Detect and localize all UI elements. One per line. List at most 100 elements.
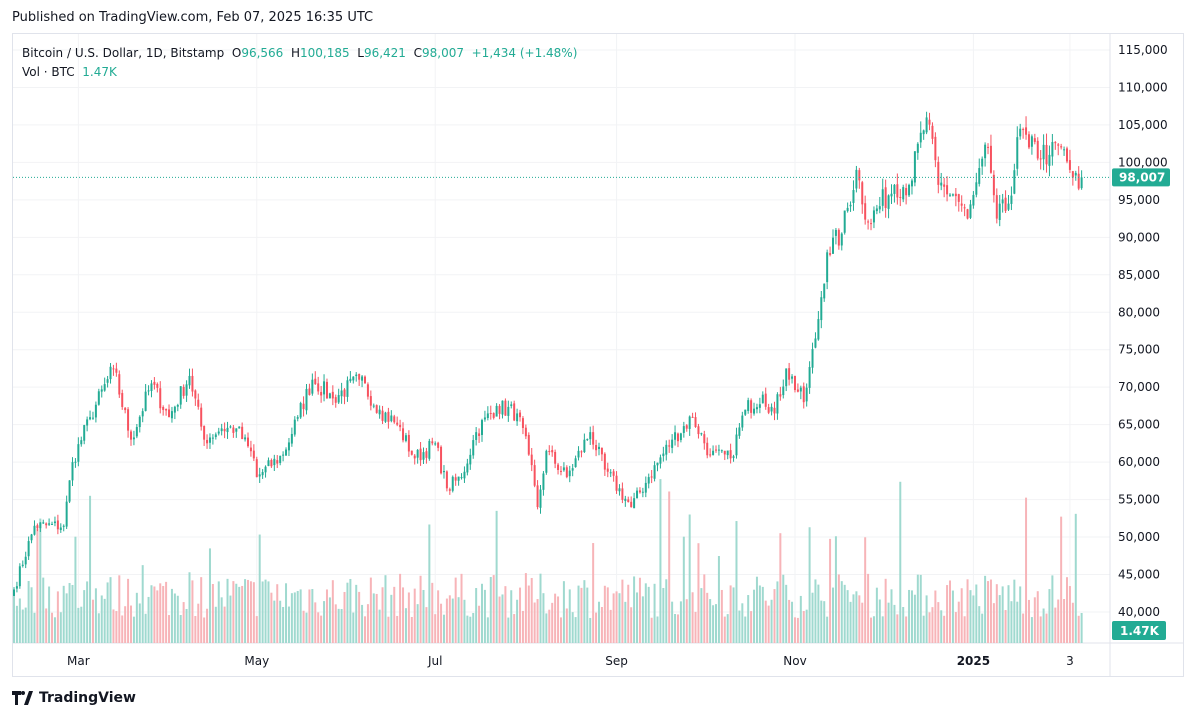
volume-bar	[299, 589, 302, 643]
symbol-name[interactable]: Bitcoin / U.S. Dollar, 1D, Bitstamp	[22, 46, 225, 60]
volume-bar	[273, 600, 276, 643]
volume-bar	[571, 612, 574, 643]
volume-bar	[454, 577, 457, 643]
candle-body	[668, 445, 671, 447]
time-tick-label: Sep	[605, 654, 628, 668]
volume-bar	[226, 578, 229, 643]
volume-bar	[1066, 577, 1068, 643]
candle-body	[890, 193, 893, 197]
time-tick-label: 3	[1066, 654, 1074, 668]
candle-body	[249, 447, 252, 452]
volume-bar	[843, 584, 846, 643]
volume-bar	[194, 616, 197, 643]
candle-body	[674, 432, 677, 440]
candle-body	[504, 400, 507, 416]
tradingview-logo[interactable]: TradingView	[12, 690, 136, 706]
chart-frame[interactable]	[12, 33, 1184, 677]
candle-body	[481, 420, 483, 435]
volume-bar	[562, 581, 565, 643]
candle-body	[463, 471, 466, 479]
candle-body	[744, 409, 747, 415]
candle-body	[867, 221, 870, 223]
candle-body	[791, 376, 794, 379]
candle-body	[925, 117, 928, 133]
volume-bar	[112, 609, 115, 643]
volume-bar	[422, 589, 425, 643]
volume-bar	[1068, 586, 1071, 643]
volume-bar	[849, 601, 852, 643]
volume-bar	[419, 575, 422, 643]
candle-body	[1051, 141, 1054, 157]
candle-body	[1071, 171, 1074, 178]
volume-bar	[682, 536, 685, 643]
volume-bar	[574, 617, 577, 643]
volume-bar	[717, 556, 720, 643]
candle-body	[235, 428, 238, 432]
volume-bar	[393, 586, 396, 643]
candle-body	[489, 413, 492, 415]
volume-bar	[320, 615, 323, 643]
candle-body	[726, 450, 729, 456]
volume-bar	[609, 609, 612, 643]
candle-body	[483, 417, 486, 420]
candle-body	[779, 394, 782, 397]
volume-bar	[559, 617, 562, 643]
low-value: 96,421	[363, 46, 406, 60]
candle-body	[399, 424, 402, 428]
candle-body	[644, 482, 647, 493]
candle-body	[206, 439, 209, 444]
candle-body	[709, 454, 712, 456]
candle-body	[615, 475, 618, 491]
volume-bar	[45, 608, 48, 643]
volume-bar	[267, 581, 270, 643]
candle-body	[366, 384, 369, 397]
volume-bar	[1051, 575, 1054, 643]
candle-body	[24, 556, 27, 565]
volume-bar	[521, 610, 524, 643]
volume-bar	[94, 588, 97, 643]
volume-bar	[384, 575, 387, 643]
candle-body	[425, 451, 428, 458]
volume-bar	[747, 595, 750, 643]
volume-bar	[21, 609, 24, 643]
candle-body	[472, 440, 475, 456]
candle-body	[811, 349, 814, 368]
candle-body	[855, 169, 858, 189]
volume-bar	[791, 601, 794, 643]
volume-bar	[179, 615, 182, 643]
volume-bar	[589, 617, 592, 643]
volume-bar	[372, 593, 375, 643]
volume-bar	[998, 595, 1001, 643]
volume-bar	[922, 615, 925, 643]
price-tick-label: 105,000	[1118, 118, 1168, 132]
candle-body	[30, 534, 33, 541]
volume-bar	[750, 611, 753, 643]
volume-bar	[203, 617, 206, 643]
candle-body	[498, 405, 501, 414]
candle-body	[969, 204, 972, 218]
volume-bar	[870, 617, 873, 643]
candle-body	[48, 523, 51, 525]
volume-label[interactable]: Vol · BTC	[22, 65, 75, 79]
volume-bar	[428, 524, 431, 643]
candle-body	[74, 461, 77, 463]
volume-bar	[62, 585, 65, 643]
candle-body	[352, 376, 355, 381]
volume-bar	[712, 605, 715, 643]
candle-body	[194, 390, 197, 399]
candle-body	[407, 434, 410, 452]
candle-body	[261, 472, 264, 476]
volume-bar	[489, 576, 492, 643]
candle-body	[659, 457, 662, 464]
volume-bar	[893, 604, 896, 643]
volume-bar	[992, 603, 995, 643]
candle-body	[793, 375, 796, 391]
candle-body	[437, 442, 440, 448]
volume-bar	[270, 592, 273, 643]
candle-body	[998, 203, 1001, 220]
candle-body	[457, 476, 460, 481]
volume-bar	[200, 577, 203, 643]
volume-bar	[1080, 613, 1083, 643]
candle-body	[662, 453, 665, 457]
